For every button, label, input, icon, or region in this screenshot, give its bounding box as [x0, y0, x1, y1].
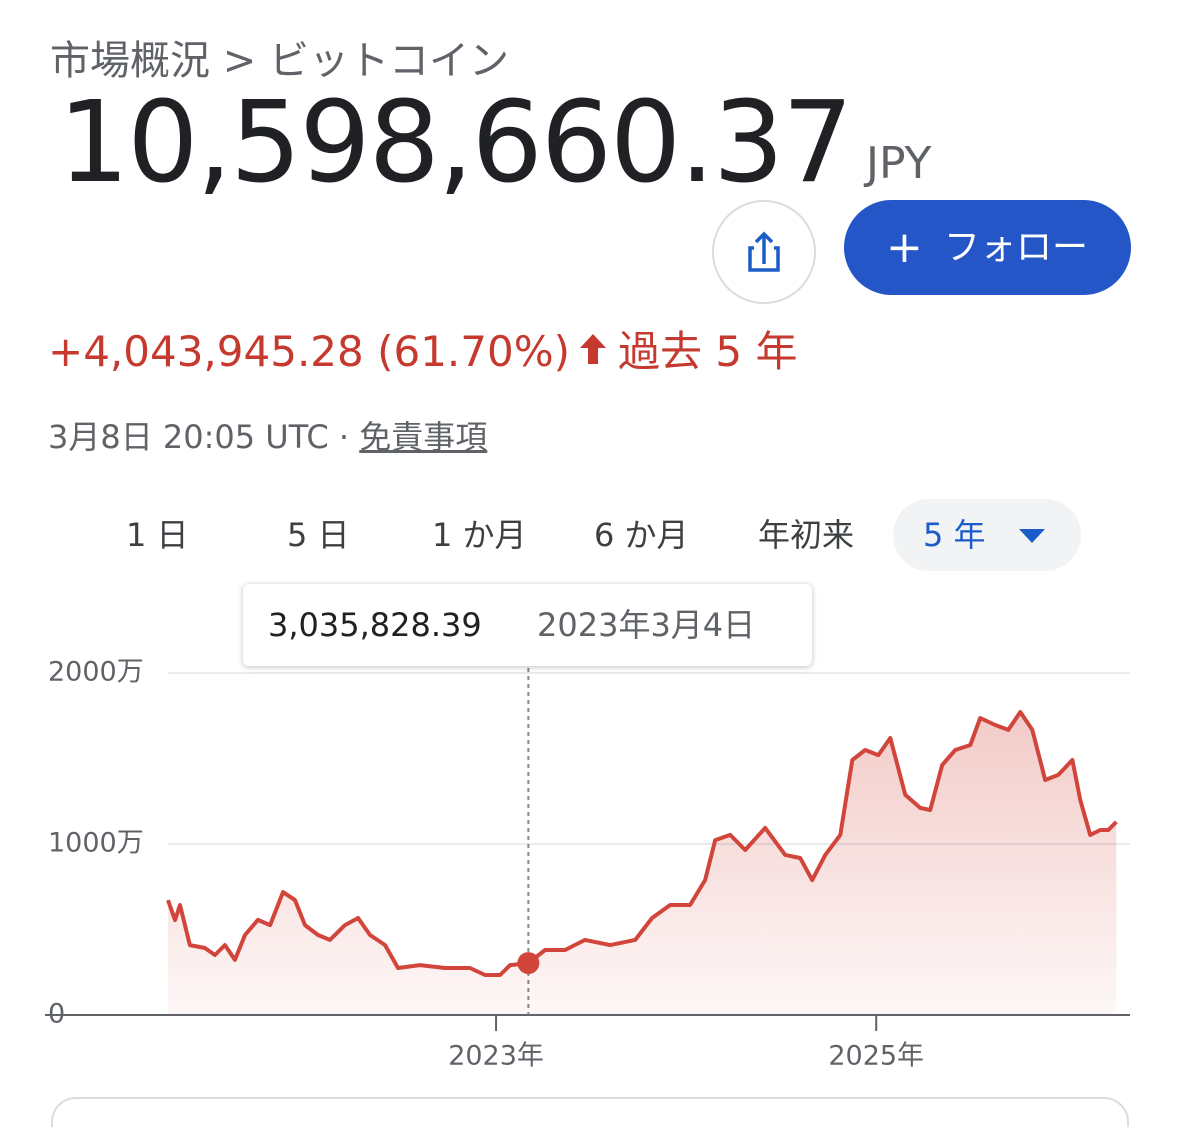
- price: 10,598,660.37: [58, 78, 853, 208]
- area-fill: [168, 712, 1117, 1015]
- range-tab[interactable]: 年初来: [758, 516, 855, 554]
- up-arrow: [578, 327, 608, 376]
- range-tab[interactable]: 1 か月: [432, 516, 527, 554]
- currency: JPY: [866, 138, 932, 189]
- breadcrumb[interactable]: 市場概況 > ビットコイン: [50, 38, 509, 84]
- follow-button[interactable]: + フォロー: [844, 200, 1131, 295]
- x-tick-label: 2025年: [828, 1041, 924, 1072]
- y-tick-label: 1000万: [48, 828, 144, 859]
- range-tab[interactable]: 6 か月: [594, 516, 689, 554]
- y-tick-label: 2000万: [48, 657, 144, 688]
- card-edge: [51, 1097, 1129, 1127]
- follow-label: フォロー: [944, 227, 1089, 268]
- share-icon: [748, 231, 780, 272]
- timestamp-row: 3月8日 20:05 UTC · 免責事項: [48, 412, 487, 458]
- price-line: [166, 710, 1118, 977]
- share-button[interactable]: [712, 200, 816, 304]
- change-value: +4,043,945.28 (61.70%): [48, 327, 571, 376]
- timestamp: 3月8日 20:05 UTC ·: [48, 418, 350, 456]
- x-tick-label: 2023年: [448, 1041, 544, 1072]
- tooltip-value: 3,035,828.39: [268, 606, 482, 644]
- dropdown-icon: [1019, 529, 1045, 543]
- price-change: +4,043,945.28 (61.70%) 過去 5 年: [48, 318, 797, 379]
- range-tab-selected: 5 年: [923, 516, 986, 554]
- disclaimer-link[interactable]: 免責事項: [359, 418, 488, 456]
- range-tab[interactable]: 5 日: [287, 516, 350, 554]
- highlight-dot: [517, 952, 540, 975]
- selected-tab[interactable]: 5 年: [893, 499, 1081, 571]
- y-tick-label: 0: [48, 999, 65, 1030]
- arrow-icon: [580, 334, 607, 364]
- plus-icon: +: [886, 222, 923, 273]
- range-tab[interactable]: 1 日: [126, 516, 189, 554]
- change-period: 過去 5 年: [618, 327, 798, 376]
- tooltip: 3,035,828.39 2023年3月4日: [243, 584, 812, 666]
- tooltip-date: 2023年3月4日: [537, 606, 756, 644]
